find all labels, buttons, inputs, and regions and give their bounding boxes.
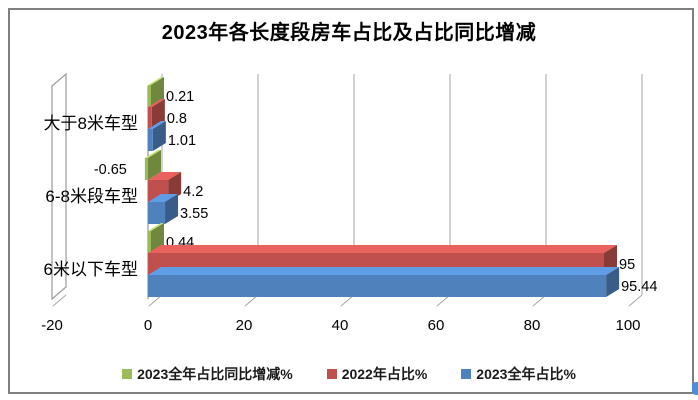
bar bbox=[148, 85, 151, 107]
bar-side-face bbox=[152, 121, 166, 151]
x-tick-label: -20 bbox=[41, 317, 63, 334]
bar-side-face bbox=[165, 194, 179, 224]
chart-title: 2023年各长度段房车占比及占比同比增减 bbox=[161, 22, 537, 44]
bar-top-face bbox=[148, 172, 182, 180]
clipped-blue-artifact bbox=[692, 382, 698, 395]
legend-item-2022-share: 2022年占比% bbox=[326, 364, 428, 384]
bar-value-label: 4.2 bbox=[183, 184, 203, 200]
category-label: 6米以下车型 bbox=[44, 260, 138, 279]
bar bbox=[148, 202, 166, 224]
axis-tick bbox=[52, 294, 67, 307]
bar bbox=[144, 158, 148, 180]
bar-value-label: 0.8 bbox=[167, 111, 187, 127]
bar-top-face bbox=[148, 77, 164, 85]
bar-top-face bbox=[148, 245, 617, 253]
bar-side-face bbox=[148, 150, 161, 180]
bar-value-label: 3.55 bbox=[180, 206, 208, 222]
legend-item-2023-share: 2023全年占比% bbox=[461, 364, 576, 384]
bar bbox=[148, 107, 152, 129]
legend-label: 2023全年占比同比增减% bbox=[137, 366, 293, 382]
x-tick-label: 80 bbox=[524, 317, 541, 334]
bar-top-face bbox=[148, 267, 620, 275]
x-tick-label: 100 bbox=[615, 317, 640, 334]
bar bbox=[148, 129, 153, 151]
bar bbox=[148, 231, 151, 253]
x-tick-label: 20 bbox=[236, 317, 253, 334]
category-label: 大于8米车型 bbox=[44, 114, 138, 133]
legend-swatch-green bbox=[122, 369, 133, 379]
bar-top-face bbox=[148, 99, 165, 107]
bar-value-label: 95 bbox=[619, 257, 635, 273]
legend-item-2023-change: 2023全年占比同比增减% bbox=[122, 364, 293, 384]
bar-top-face bbox=[144, 150, 161, 158]
legend: 2023全年占比同比增减% 2022年占比% 2023全年占比% bbox=[0, 364, 698, 384]
bar-value-label: 0.21 bbox=[166, 89, 194, 105]
bar-top-face bbox=[148, 223, 164, 231]
axis-tick bbox=[628, 294, 643, 307]
bar-value-label: 1.01 bbox=[168, 133, 196, 149]
x-tick-label: 0 bbox=[144, 317, 152, 334]
x-tick-label: 40 bbox=[332, 317, 349, 334]
bar-top-face bbox=[148, 121, 166, 129]
legend-swatch-red bbox=[326, 369, 337, 379]
axis-wall-3d bbox=[51, 72, 67, 301]
legend-label: 2022年占比% bbox=[341, 366, 428, 382]
bar-side-face bbox=[606, 267, 620, 297]
legend-swatch-blue bbox=[461, 369, 472, 379]
bar-top-face bbox=[148, 194, 179, 202]
category-label: 6-8米段车型 bbox=[45, 187, 138, 206]
legend-label: 2023全年占比% bbox=[476, 366, 576, 382]
x-tick-label: 60 bbox=[428, 317, 445, 334]
bar-value-label: 95.44 bbox=[621, 279, 657, 295]
bar-value-label: -0.65 bbox=[94, 162, 127, 178]
bar bbox=[148, 275, 607, 297]
